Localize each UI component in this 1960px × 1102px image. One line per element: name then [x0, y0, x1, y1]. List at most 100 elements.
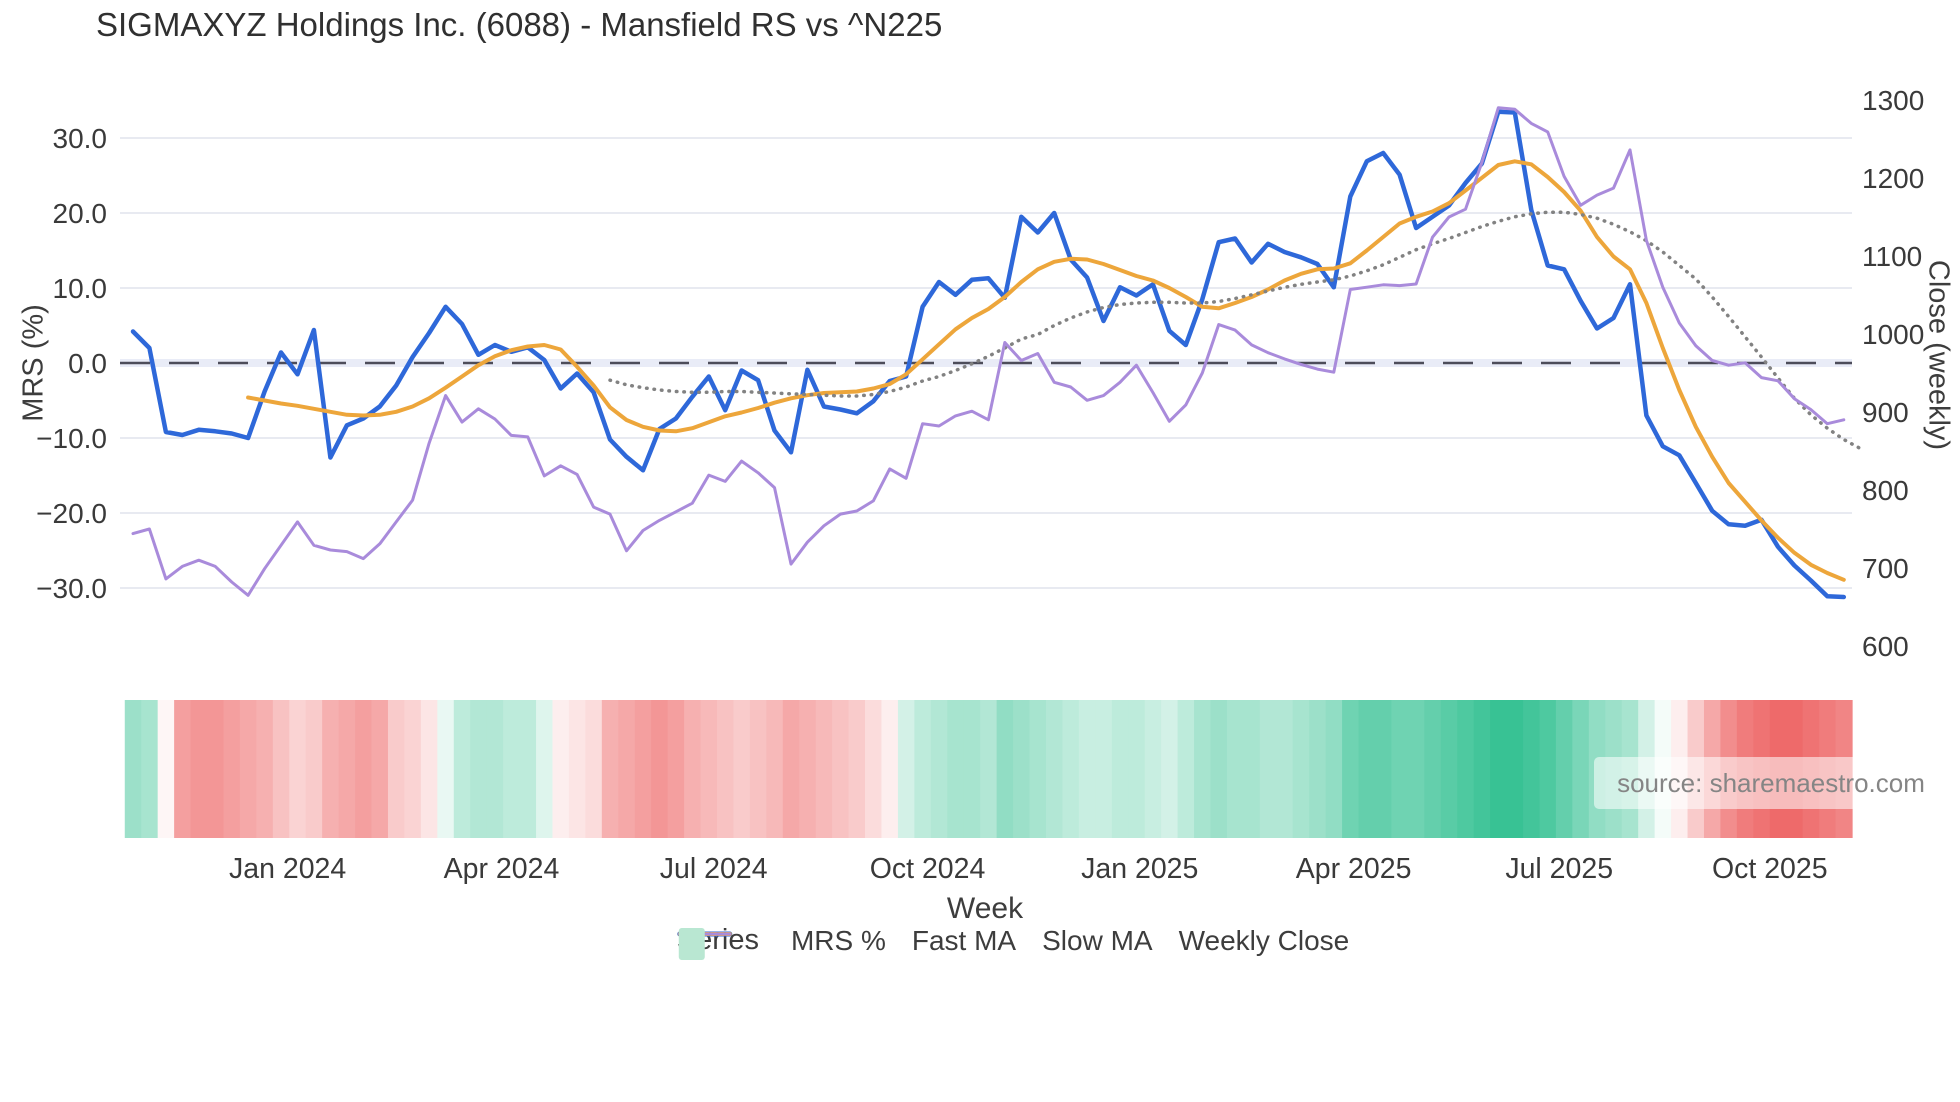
- chart-title: SIGMAXYZ Holdings Inc. (6088) - Mansfiel…: [96, 6, 943, 43]
- heatmap-cell: [289, 700, 307, 838]
- legend-item-fast-ma[interactable]: Fast MA: [677, 924, 1017, 957]
- y-right-tick-label: 600: [1862, 631, 1909, 662]
- heatmap-cell: [552, 700, 570, 838]
- heatmap-cell: [1013, 700, 1031, 838]
- heatmap-cell: [536, 700, 554, 838]
- heatmap-cell: [1440, 700, 1458, 838]
- heatmap-cell: [256, 700, 274, 838]
- heatmap-cell: [239, 700, 257, 838]
- y-left-tick-label: −20.0: [36, 498, 107, 529]
- heatmap-cell: [355, 700, 373, 838]
- heatmap-cell: [1342, 700, 1360, 838]
- heatmap-cell: [157, 700, 175, 838]
- x-tick-label: Jul 2024: [660, 853, 768, 885]
- heatmap-cell: [733, 700, 751, 838]
- heatmap-cell: [963, 700, 981, 838]
- heatmap-cell: [799, 700, 817, 838]
- heatmap-cell: [980, 700, 998, 838]
- heatmap-cell: [1325, 700, 1343, 838]
- heatmap-cell: [322, 700, 340, 838]
- legend-item-mrs-[interactable]: MRS %: [677, 925, 886, 957]
- heatmap-cell: [1078, 700, 1096, 838]
- heatmap-cell: [749, 700, 767, 838]
- y-left-tick-label: 10.0: [53, 273, 108, 304]
- y-right-tick-label: 1300: [1862, 85, 1924, 116]
- heatmap-cell: [470, 700, 488, 838]
- heatmap-cell: [1144, 700, 1162, 838]
- x-tick-label: Jul 2025: [1505, 853, 1613, 885]
- heatmap-cell: [1358, 700, 1376, 838]
- heatmap-cell: [865, 700, 883, 838]
- heatmap-cell: [815, 700, 833, 838]
- heatmap-cell: [947, 700, 965, 838]
- heatmap-cell: [1062, 700, 1080, 838]
- heatmap-cell: [503, 700, 521, 838]
- y-right-tick-label: 900: [1862, 397, 1909, 428]
- heatmap-cell: [1243, 700, 1261, 838]
- legend-item-label: Slow MA: [1042, 924, 1153, 956]
- heatmap-cell: [223, 700, 241, 838]
- heatmap-cell: [387, 700, 406, 838]
- heatmap-cell: [667, 700, 685, 838]
- heatmap-cell: [1473, 700, 1491, 838]
- heatmap-cell: [1506, 700, 1524, 838]
- heatmap-cell: [601, 700, 619, 838]
- x-tick-label: Apr 2025: [1296, 853, 1412, 885]
- x-axis-title: Week: [946, 892, 1024, 925]
- legend-item-slow-ma[interactable]: Slow MA: [678, 924, 1153, 957]
- heatmap-cell: [190, 700, 208, 838]
- y-right-tick-label: 1200: [1862, 163, 1924, 194]
- x-tick-label: Apr 2024: [444, 853, 560, 885]
- heatmap-cell: [1045, 700, 1064, 838]
- heatmap-cell: [1111, 700, 1129, 838]
- heatmap-cell: [1391, 700, 1409, 838]
- heatmap-cell: [207, 700, 225, 838]
- heatmap-cell: [272, 700, 290, 838]
- legend: Series MRS % Fast MA Slow MA Weekly Close: [677, 924, 1375, 960]
- legend-item-label: Fast MA: [911, 924, 1017, 956]
- heatmap-cell: [585, 700, 603, 838]
- heatmap-cell: [881, 700, 899, 838]
- heatmap-cell: [1029, 700, 1047, 838]
- heatmap-cell: [1555, 700, 1573, 838]
- heatmap-cell: [124, 700, 142, 838]
- x-tick-label: Oct 2025: [1712, 853, 1828, 885]
- heatmap-cell: [305, 700, 323, 838]
- heatmap-cell: [338, 700, 356, 838]
- y-right-tick-label: 800: [1862, 475, 1909, 506]
- heatmap-cell: [684, 700, 702, 838]
- legend-item-weekly-close[interactable]: Weekly Close: [678, 924, 1350, 957]
- y-axis-right-title: Close (weekly): [1922, 259, 1955, 451]
- heatmap-cell: [1407, 700, 1425, 838]
- source-watermark: source: sharemaestro.com: [1594, 757, 1948, 809]
- x-tick-label: Jan 2025: [1081, 853, 1198, 885]
- heatmap-cell: [766, 700, 784, 838]
- zero-gridline-band: [120, 359, 1852, 367]
- heatmap-cell: [371, 700, 389, 838]
- heatmap-cell: [141, 700, 159, 838]
- heatmap-cell: [1572, 700, 1590, 838]
- heatmap-cell: [930, 700, 948, 838]
- heatmap-cell: [568, 700, 586, 838]
- legend-item-label: Weekly Close: [1178, 924, 1350, 956]
- heatmap-cell: [1226, 700, 1244, 838]
- heatmap-cell: [1128, 700, 1146, 838]
- heatmap-cell: [897, 700, 915, 838]
- heatmap-cell: [848, 700, 866, 838]
- heatmap-cell: [618, 700, 636, 838]
- y-axis-left-title: MRS (%): [17, 304, 50, 422]
- series-line-weekly-close: [131, 106, 1846, 597]
- heatmap-cell: [651, 700, 669, 838]
- heatmap-cell: [1309, 700, 1327, 838]
- heatmap-cell: [1095, 700, 1113, 838]
- heatmap-cell: [1374, 700, 1393, 838]
- heatmap-cell: [486, 700, 504, 838]
- series-line-fast-ma: [246, 159, 1846, 582]
- y-right-tick-label: 1100: [1862, 241, 1922, 272]
- heatmap-cell: [1276, 700, 1294, 838]
- heatmap-cell: [437, 700, 455, 838]
- heatmap-cell: [1259, 700, 1277, 838]
- heatmap-cell: [634, 700, 652, 838]
- heatmap-cell: [420, 700, 438, 838]
